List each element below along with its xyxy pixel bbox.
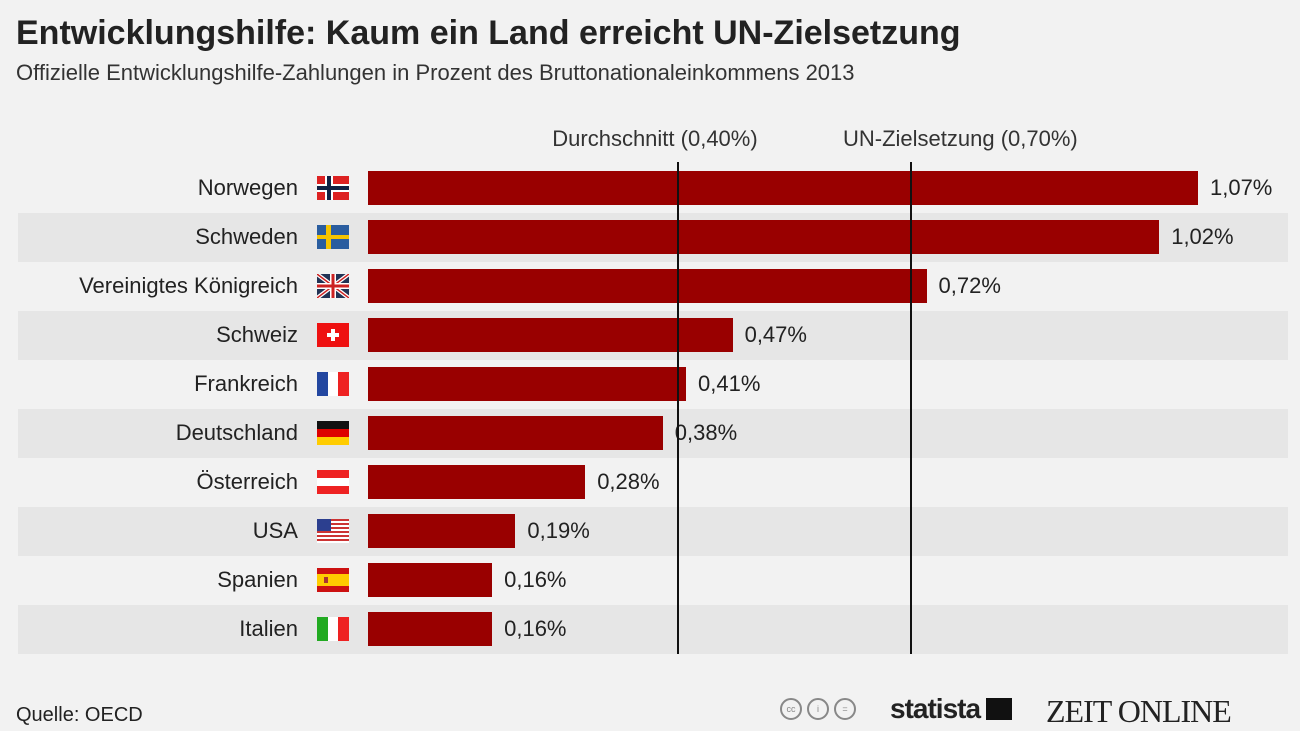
chart-row: USA 0,19% (18, 507, 1288, 556)
category-label: Schweden (195, 224, 298, 249)
chart-row: Italien 0,16% (18, 605, 1288, 654)
value-label: 0,38% (674, 420, 738, 445)
cc-icon: cc (780, 698, 802, 720)
value-label: 0,41% (698, 371, 761, 396)
category-label: Frankreich (194, 371, 298, 396)
bar (368, 318, 733, 352)
chart-row: Vereinigtes Königreich 0,72% (18, 262, 1288, 311)
category-label: Vereinigtes Königreich (79, 273, 298, 298)
flag-it-icon (317, 617, 349, 641)
statista-icon (986, 698, 1013, 720)
chart-row: Spanien 0,16% (18, 556, 1288, 605)
category-label: Österreich (196, 469, 298, 494)
value-label: 0,16% (504, 616, 567, 641)
chart-row: Schweden 1,02% (18, 213, 1288, 262)
flag-ch-icon (317, 323, 349, 347)
value-label: 0,16% (504, 567, 567, 592)
value-label: 0,72% (938, 273, 1001, 298)
category-label: Spanien (217, 567, 298, 592)
flag-es-icon (317, 568, 349, 592)
reference-line (909, 162, 912, 654)
bar (368, 563, 493, 597)
category-label: USA (252, 518, 298, 543)
source-note: Quelle: OECD (16, 704, 143, 726)
value-label: 1,07% (1209, 175, 1273, 200)
bar (368, 514, 516, 548)
value-label: 0,28% (597, 469, 660, 494)
chart-title: Entwicklungshilfe: Kaum ein Land erreich… (16, 14, 961, 52)
flag-se-icon (317, 225, 349, 249)
chart-subtitle: Offizielle Entwicklungshilfe-Zahlungen i… (16, 60, 855, 85)
flag-us-icon (317, 519, 349, 543)
flag-no-icon (317, 176, 349, 200)
bar (368, 269, 927, 303)
flag-fr-icon (317, 372, 349, 396)
bar (368, 416, 663, 450)
by-icon: i (807, 698, 829, 720)
reference-line (677, 162, 680, 654)
flag-gb-icon (317, 274, 349, 298)
chart-row: Österreich 0,28% (18, 458, 1288, 507)
category-label: Schweiz (216, 322, 298, 347)
zeit-online-logo: ZEIT ONLINE (1046, 693, 1232, 729)
bar (368, 171, 1198, 205)
statista-logo: statista (890, 693, 1013, 725)
flag-at-icon (317, 470, 349, 494)
creative-commons-icons: cc i = (780, 698, 856, 720)
flag-de-icon (317, 421, 349, 445)
value-label: 0,47% (744, 322, 807, 347)
value-label: 1,02% (1171, 224, 1234, 249)
statista-text: statista (890, 693, 981, 724)
chart-row: Schweiz 0,47% (18, 311, 1288, 360)
bar (368, 220, 1160, 254)
bar (368, 367, 687, 401)
bar (368, 465, 586, 499)
bar (368, 612, 493, 646)
chart-row: Frankreich 0,41% (18, 360, 1288, 409)
reference-line-label: Durchschnitt (0,40%) (552, 126, 758, 151)
category-label: Deutschland (175, 420, 298, 445)
category-label: Italien (239, 616, 298, 641)
reference-line-label: UN-Zielsetzung (0,70%) (842, 126, 1078, 151)
nd-icon: = (834, 698, 856, 720)
category-label: Norwegen (197, 175, 298, 200)
chart-row: Deutschland 0,38% (18, 409, 1288, 458)
chart-row: Norwegen 1,07% (18, 164, 1288, 213)
value-label: 0,19% (527, 518, 590, 543)
